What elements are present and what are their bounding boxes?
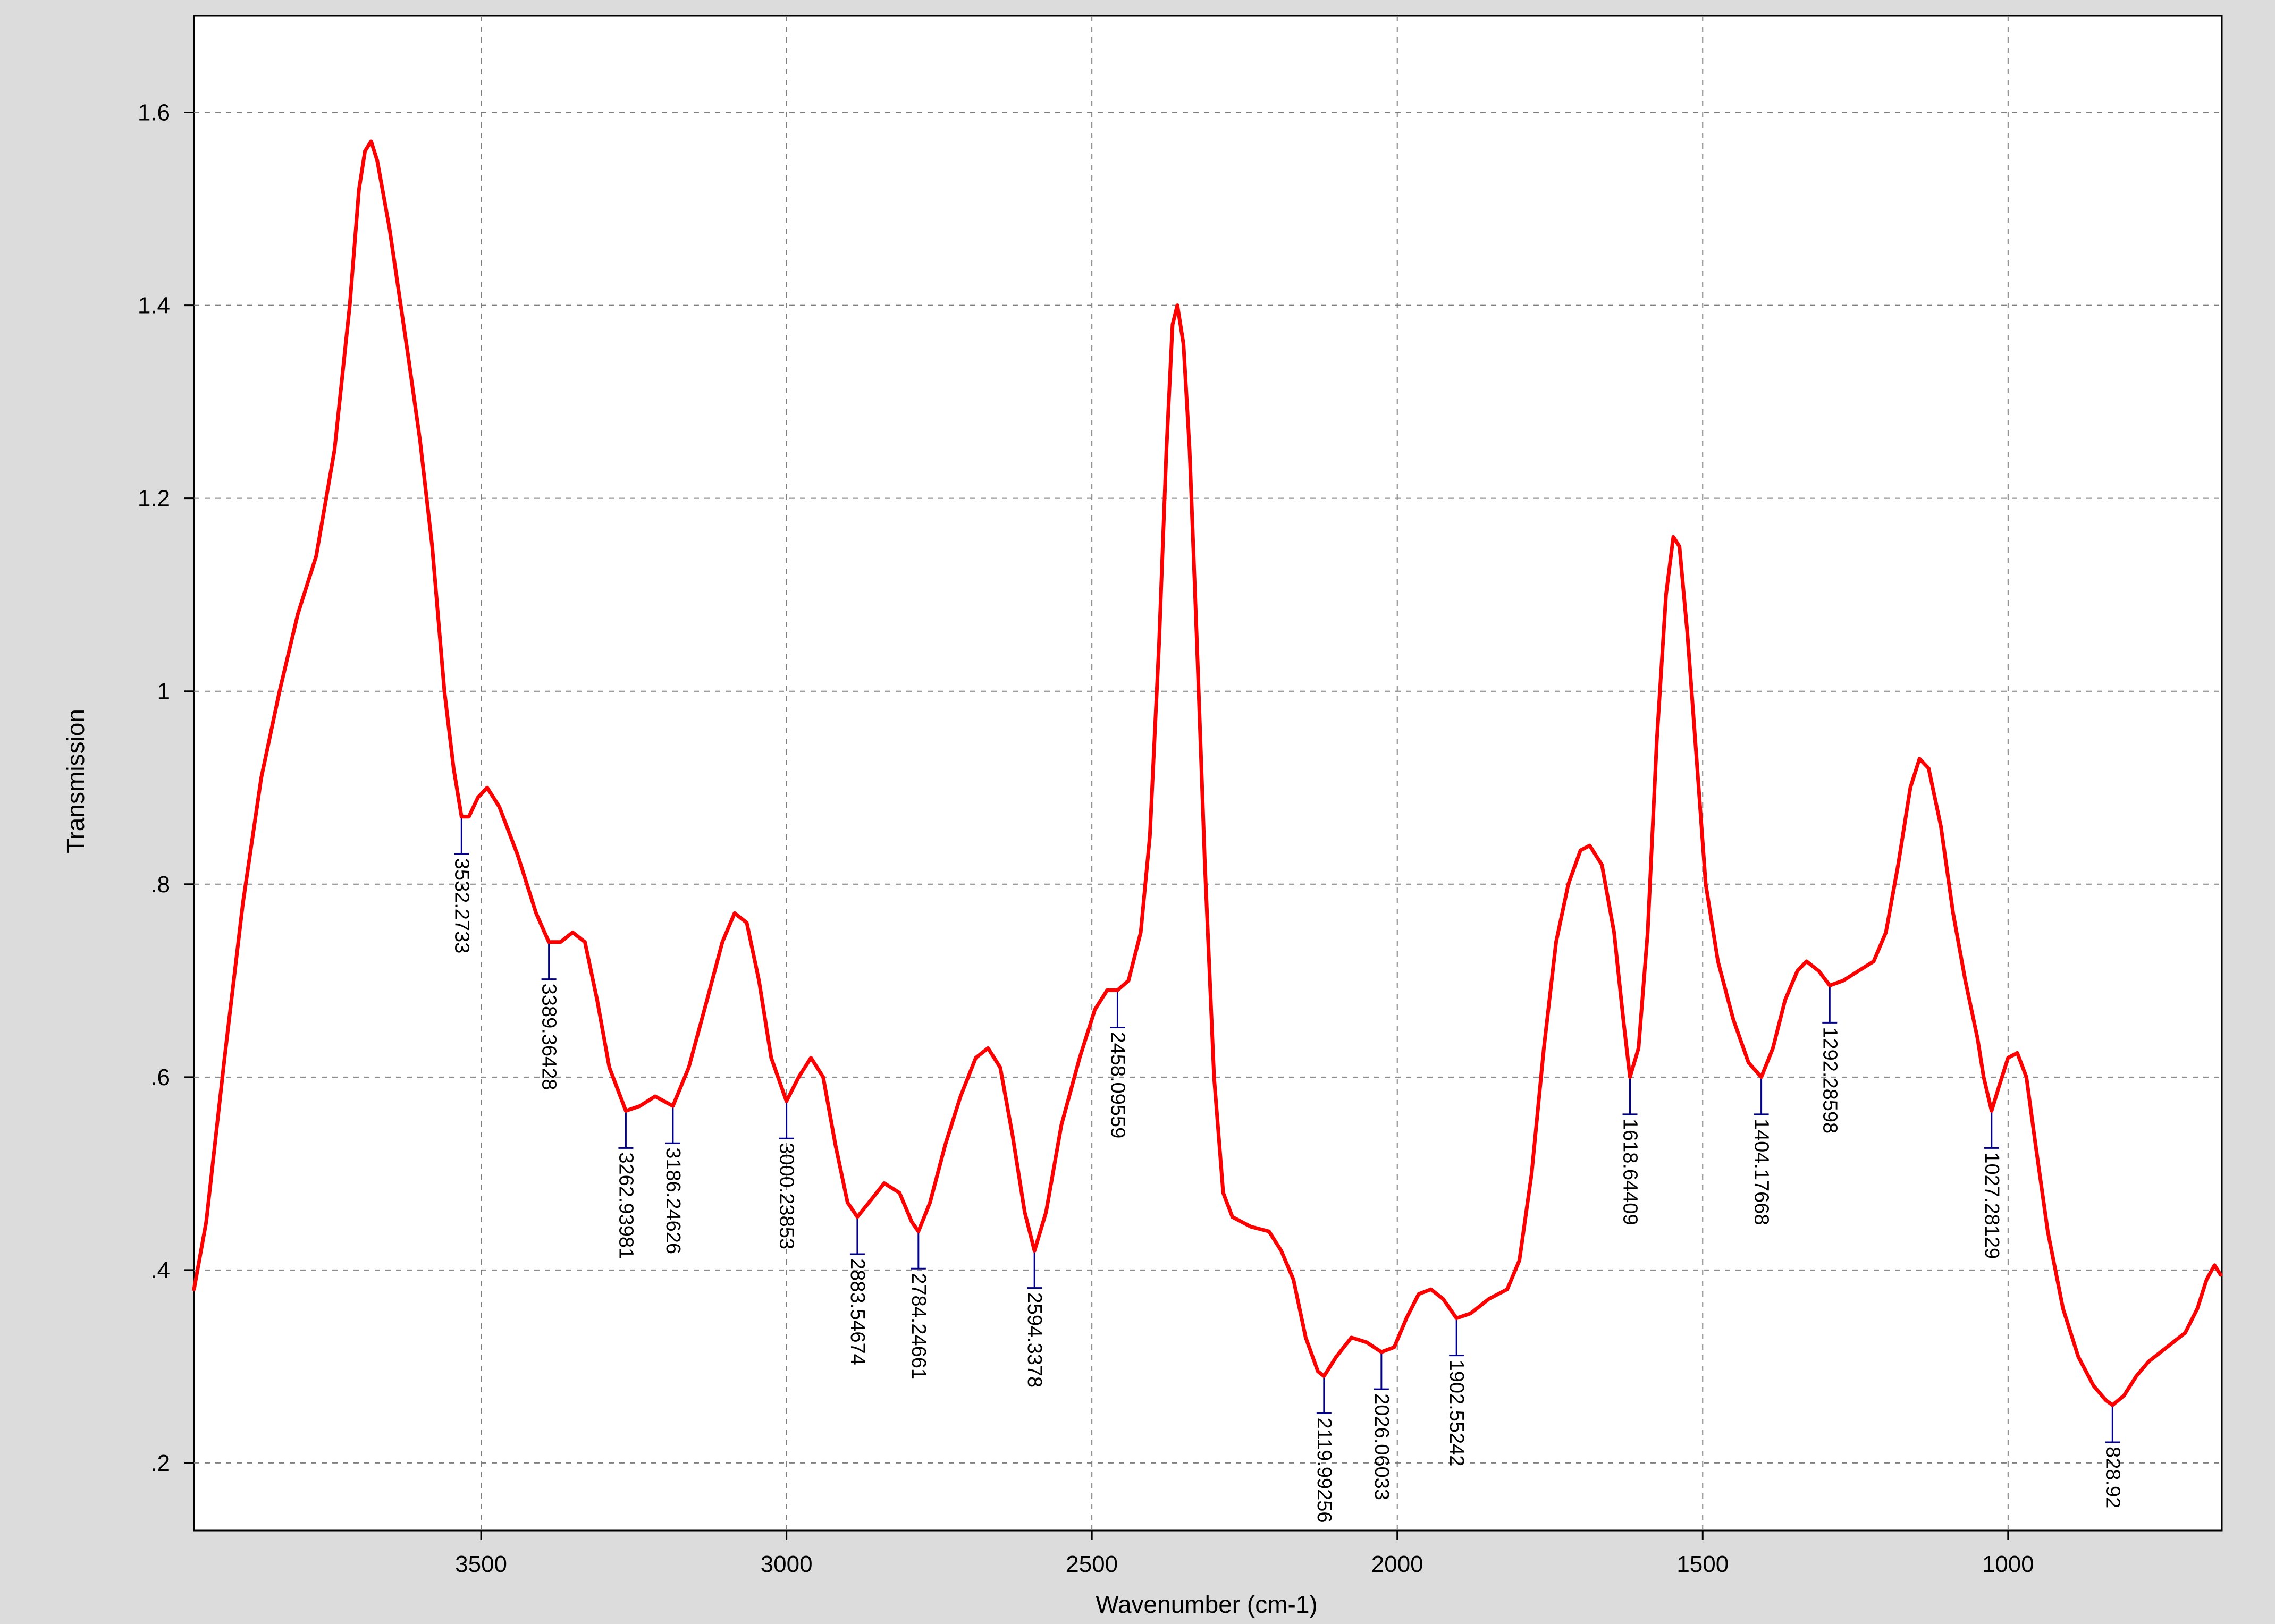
peak-markers: 3532.2733 3389.36428 3262.93981 3186.24626 3… <box>450 816 2124 1523</box>
y-tick-label: .8 <box>150 872 170 898</box>
peak-label: 2594.3378 <box>1023 1292 1046 1388</box>
peak-label: 2026.06033 <box>1370 1393 1393 1500</box>
peak-label: 2119.99256 <box>1313 1418 1335 1523</box>
grid-lines <box>194 16 2222 1530</box>
y-tick-label: 1.4 <box>138 293 170 319</box>
peak-label: 2784.24661 <box>907 1273 930 1380</box>
x-tick-label: 3500 <box>455 1551 507 1577</box>
peak-label: 2458.09559 <box>1106 1031 1128 1138</box>
peak-label: 1404.17668 <box>1750 1119 1773 1225</box>
x-tick-label: 3000 <box>761 1551 813 1577</box>
peak-label: 3532.2733 <box>450 858 473 954</box>
y-tick-label: .6 <box>150 1064 170 1090</box>
plot-area-background <box>193 15 2223 1532</box>
peak-label: 3000.23853 <box>776 1143 798 1249</box>
y-tick-label: .4 <box>150 1257 170 1283</box>
y-tick-label: 1.2 <box>138 486 170 512</box>
peak-label: 3186.24626 <box>662 1147 684 1254</box>
series-layer <box>192 139 2223 1407</box>
peak-label: 3262.93981 <box>614 1152 637 1259</box>
peak-label: 2883.54674 <box>846 1258 869 1365</box>
spectrum-line <box>192 139 2223 1407</box>
peak-label: 1292.28598 <box>1818 1027 1841 1134</box>
x-tick-label: 1000 <box>1982 1551 2034 1577</box>
peak-label: 828.92 <box>2101 1447 2124 1508</box>
y-tick-label: 1 <box>157 679 170 705</box>
y-tick-label: 1.6 <box>138 100 170 126</box>
peak-label: 1027.28129 <box>1981 1152 2003 1259</box>
y-tick-label: .2 <box>150 1450 170 1476</box>
x-tick-label: 2500 <box>1066 1551 1118 1577</box>
peak-label: 1618.64409 <box>1619 1119 1641 1225</box>
y-axis-title: Transmission <box>62 709 89 853</box>
peak-label: 3389.36428 <box>538 984 560 1090</box>
axis-ticks: 3500 3000 2500 2000 1500 1000 .2 .4 .6 .8 1 1.2 1.4 1… <box>138 100 2034 1577</box>
x-tick-label: 2000 <box>1371 1551 1423 1577</box>
x-tick-label: 1500 <box>1676 1551 1729 1577</box>
x-axis-title: Wavenumber (cm-1) <box>1096 1591 1317 1618</box>
peak-label: 1902.55242 <box>1445 1360 1468 1467</box>
